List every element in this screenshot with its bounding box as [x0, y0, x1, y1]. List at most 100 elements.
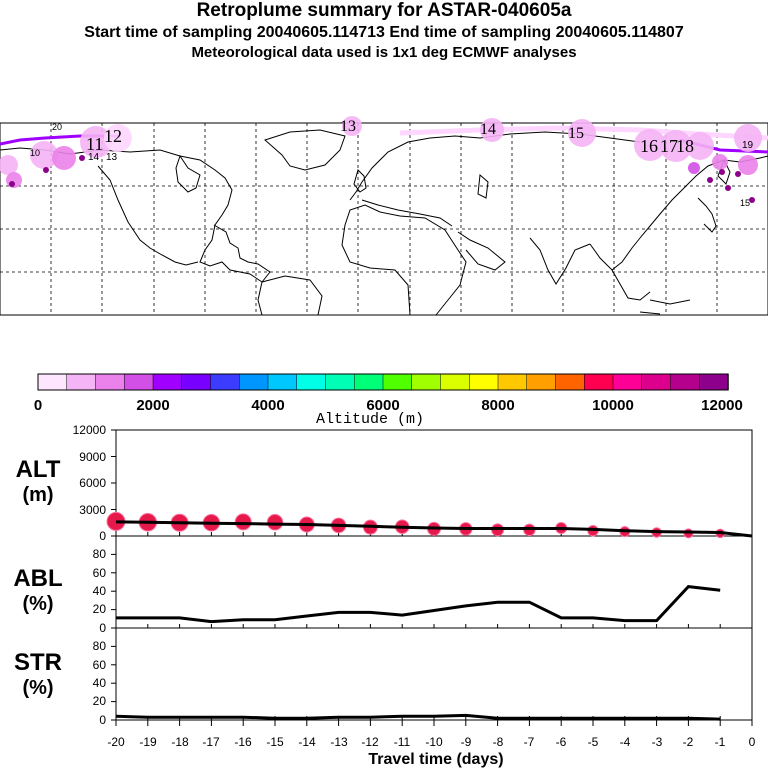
colorbar-swatch: [181, 373, 212, 391]
alt-series-line: [115, 520, 753, 538]
colorbar-title: Altitude (m): [316, 411, 424, 428]
plume-circles: [0, 116, 762, 203]
panel-label-str: STR: [14, 649, 62, 676]
plume-label-15b: 15: [740, 198, 750, 208]
coast-arabia: [457, 231, 506, 271]
plume-label-14b: 14: [88, 152, 100, 163]
plume-marker: [712, 154, 728, 170]
colorbar-swatch: [699, 373, 729, 391]
x-tick-label: -15: [266, 735, 284, 749]
colorbar-swatch: [152, 373, 183, 391]
x-tick-label: -6: [556, 735, 567, 749]
plume-label-11: 11: [86, 134, 103, 154]
alt-ytick: 9000: [79, 450, 106, 464]
alt-ytick: 12000: [73, 423, 107, 437]
plume-label-13b: 13: [106, 152, 118, 163]
plume-marker-small: [749, 197, 755, 203]
coast-hudson-bay: [175, 154, 201, 193]
abl-ytick: 20: [93, 602, 107, 616]
str-panel-frame: [115, 627, 753, 721]
x-tick-label: -12: [361, 735, 379, 749]
panel-label-abl: ABL: [13, 565, 62, 592]
coast-us-west: [97, 165, 199, 266]
plume-marker: [480, 118, 504, 142]
plume-marker: [686, 132, 714, 160]
panel-label-alt: ALT: [16, 456, 61, 483]
panel-unit-alt: (m): [22, 484, 53, 506]
colorbar-swatch: [37, 373, 68, 391]
series-lines: [115, 520, 753, 721]
plume-marker: [660, 130, 692, 162]
plume-marker: [0, 155, 18, 175]
altitude-colorbar: 0 2000 4000 6000 8000 10000 12000 Altitu…: [34, 373, 743, 428]
str-ytick: 80: [93, 639, 107, 653]
coast-japan: [697, 197, 717, 233]
colorbar-swatch: [239, 373, 269, 391]
alt-plume-marker: [234, 513, 252, 531]
colorbar-swatch: [325, 373, 355, 391]
x-tick-label: -3: [652, 735, 663, 749]
alt-plume-marker: [266, 514, 284, 531]
colorbar-frame: [37, 373, 729, 391]
abl-ytick: 40: [93, 584, 107, 598]
x-tick-label: -18: [171, 735, 189, 749]
coast-asia-east: [589, 155, 768, 271]
x-tick-label: -2: [683, 735, 694, 749]
map-graticule: [0, 123, 768, 315]
plume-marker: [634, 129, 666, 161]
x-tick-label: -8: [493, 735, 504, 749]
abl-series-line: [116, 585, 721, 624]
colorbar-swatch: [66, 373, 97, 391]
coast-uk: [353, 169, 367, 193]
colorbar-swatch: [95, 373, 125, 391]
colorbar-swatch: [354, 373, 384, 391]
caspian-sea: [477, 173, 489, 199]
plume-marker: [52, 146, 76, 170]
x-tick-label: -19: [139, 735, 157, 749]
colorbar-swatch: [526, 373, 557, 391]
colorbar-swatch: [641, 373, 672, 391]
str-ytick: 0: [99, 713, 106, 727]
x-tick-label: -13: [330, 735, 348, 749]
plume-label-15: 15: [568, 125, 584, 142]
colorbar-swatch: [440, 373, 470, 391]
plume-marker-small: [707, 177, 713, 183]
colorbar-swatch: [267, 373, 298, 391]
plume-marker: [80, 126, 112, 158]
colorbar-tick: 8000: [481, 397, 514, 414]
plume-label-20: 20: [52, 122, 62, 132]
x-tick-label: -17: [202, 735, 220, 749]
coast-north-america: [0, 147, 271, 283]
colorbar-swatch: [411, 373, 442, 391]
plume-label-13: 13: [340, 118, 356, 135]
plume-marker-small: [79, 155, 85, 161]
colorbar-swatches: [37, 373, 729, 391]
plume-marker: [738, 155, 758, 175]
str-ytick: 60: [93, 658, 107, 672]
plume-marker-small: [9, 181, 15, 187]
coast-africa: [341, 204, 467, 316]
colorbar-swatch: [555, 373, 585, 391]
plume-label-10: 10: [30, 148, 40, 158]
coast-south-america: [257, 275, 323, 316]
x-tick-label: -14: [298, 735, 316, 749]
plume-label-19: 19: [742, 140, 754, 151]
x-tick-label: -11: [394, 735, 411, 749]
plume-marker-small: [719, 169, 725, 175]
panel-unit-str: (%): [22, 677, 53, 699]
x-axis-label: Travel time (days): [368, 751, 503, 768]
x-tick-label: -16: [234, 735, 252, 749]
met-data-note: Meteorological data used is 1x1 deg ECMW…: [191, 44, 577, 61]
colorbar-tick: 10000: [592, 397, 634, 414]
alt-ytick: 6000: [79, 476, 106, 490]
plume-label-17: 17: [660, 136, 678, 156]
colorbar-swatch: [612, 373, 643, 391]
x-tick-label: -7: [524, 735, 535, 749]
colorbar-swatch: [382, 373, 413, 391]
x-tick-label: -10: [425, 735, 443, 749]
str-ytick: 20: [93, 694, 107, 708]
plume-marker-small: [43, 167, 49, 173]
abl-ytick: 60: [93, 566, 107, 580]
alt-plume-markers: [106, 511, 725, 539]
